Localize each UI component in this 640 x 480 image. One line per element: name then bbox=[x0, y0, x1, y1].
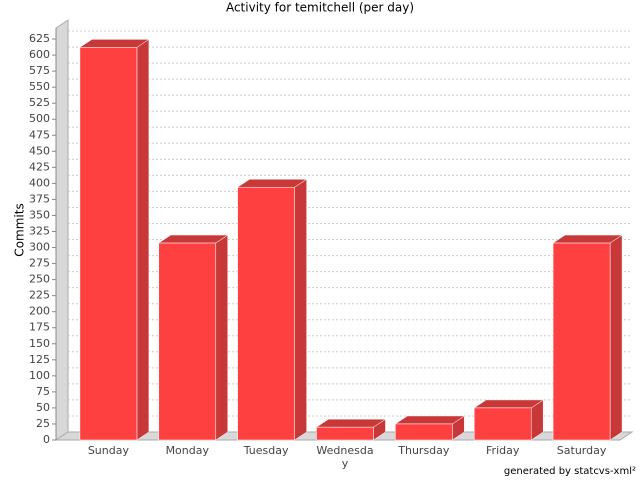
y-tick-label: 250 bbox=[29, 273, 50, 286]
y-tick-label: 200 bbox=[29, 305, 50, 318]
bar-top bbox=[394, 415, 466, 425]
footer: generated by statcvs-xml² bbox=[504, 466, 636, 477]
x-tick-label: Monday bbox=[166, 444, 210, 457]
y-tick-label: 525 bbox=[29, 96, 50, 109]
bar-side bbox=[215, 234, 229, 441]
y-tick-label: 400 bbox=[29, 176, 50, 189]
bar bbox=[473, 399, 545, 441]
y-tick-label: 150 bbox=[29, 337, 50, 350]
x-tick-label: Friday bbox=[486, 444, 520, 457]
y-tick-label: 100 bbox=[29, 369, 50, 382]
bar-front bbox=[473, 407, 532, 441]
y-tick-label: 50 bbox=[36, 401, 50, 414]
x-tick-label: Saturday bbox=[557, 444, 607, 457]
x-tick-label: Tuesday bbox=[243, 444, 289, 457]
y-tick-label: 275 bbox=[29, 257, 50, 270]
bar-front bbox=[316, 426, 374, 441]
y-tick-label: 475 bbox=[29, 128, 50, 141]
bar bbox=[236, 178, 308, 441]
bar-top bbox=[79, 39, 150, 48]
x-tick-label: Sunday bbox=[88, 444, 130, 457]
bar-front bbox=[79, 47, 138, 441]
y-tick-label: 175 bbox=[29, 321, 50, 334]
y-tick-label: 425 bbox=[29, 160, 50, 173]
y-tick-label: 300 bbox=[29, 241, 50, 254]
bar bbox=[79, 38, 150, 441]
bar bbox=[394, 415, 466, 441]
y-tick-label: 125 bbox=[29, 353, 50, 366]
x-tick-label-line: y bbox=[342, 457, 349, 470]
x-tick-label: Wednesda y bbox=[316, 444, 373, 470]
y-tick-label: 450 bbox=[29, 144, 50, 157]
y-tick-label: 375 bbox=[29, 192, 50, 205]
bar-side bbox=[609, 234, 623, 441]
bar-front bbox=[237, 186, 295, 441]
y-tick-label: 600 bbox=[29, 48, 50, 61]
y-tick-label: 25 bbox=[36, 417, 50, 430]
x-tick-label: Thursday bbox=[397, 444, 450, 457]
bar-side bbox=[294, 178, 307, 441]
y-tick-label: 325 bbox=[29, 225, 50, 238]
bar-front bbox=[158, 242, 217, 441]
bar-top bbox=[473, 399, 545, 409]
chart-title: Activity for temitchell (per day) bbox=[226, 1, 414, 15]
y-tick-label: 0 bbox=[43, 433, 50, 446]
bar-top bbox=[315, 418, 387, 428]
y-tick-label: 350 bbox=[29, 208, 50, 221]
y-tick-label: 625 bbox=[29, 32, 50, 45]
bar-top bbox=[552, 234, 623, 244]
y-tick-label: 500 bbox=[29, 112, 50, 125]
bar-front bbox=[395, 423, 453, 441]
y-axis-label: Commits bbox=[13, 203, 27, 256]
x-tick-label-line: Wednesda bbox=[316, 444, 373, 457]
side-wall bbox=[55, 19, 69, 441]
y-tick-label: 75 bbox=[36, 385, 50, 398]
bar bbox=[157, 234, 229, 441]
bar bbox=[315, 418, 387, 441]
bar-top bbox=[236, 178, 308, 188]
y-tick-label: 575 bbox=[29, 64, 50, 77]
bar-front bbox=[552, 242, 611, 441]
y-tick-label: 550 bbox=[29, 80, 50, 93]
bar-side bbox=[136, 38, 150, 441]
y-tick-label: 225 bbox=[29, 289, 50, 302]
bar-top bbox=[157, 234, 229, 244]
bar bbox=[552, 234, 623, 441]
